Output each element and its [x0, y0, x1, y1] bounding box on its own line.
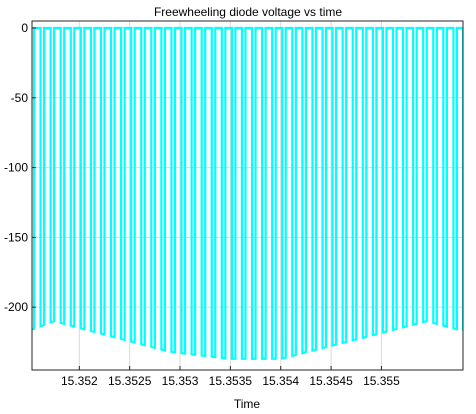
y-tick-label: 0	[21, 21, 28, 35]
series	[32, 26, 463, 360]
x-tick-label: 15.354	[262, 374, 299, 388]
y-tick-label: -50	[11, 91, 29, 105]
x-tick-label: 15.353	[162, 374, 199, 388]
y-tick-label: -200	[4, 300, 28, 314]
y-axis: 0 -50 -100 -150 -200	[4, 21, 36, 314]
y-tick-label: -150	[4, 230, 28, 244]
x-tick-label: 15.3535	[209, 374, 253, 388]
x-tick-label: 15.3525	[108, 374, 152, 388]
x-tick-label: 15.3545	[309, 374, 353, 388]
plot-frame	[31, 20, 464, 371]
x-tick-label: 15.355	[363, 374, 400, 388]
chart-title: Freewheeling diode voltage vs time	[154, 5, 342, 19]
y-tick-label: -100	[4, 161, 28, 175]
x-axis: 15.352 15.3525 15.353 15.3535 15.354 15.3545 1…	[61, 366, 400, 388]
x-tick-label: 15.352	[61, 374, 98, 388]
x-axis-label: Time	[234, 397, 261, 411]
plot-area	[32, 21, 463, 370]
series-line	[32, 26, 463, 360]
